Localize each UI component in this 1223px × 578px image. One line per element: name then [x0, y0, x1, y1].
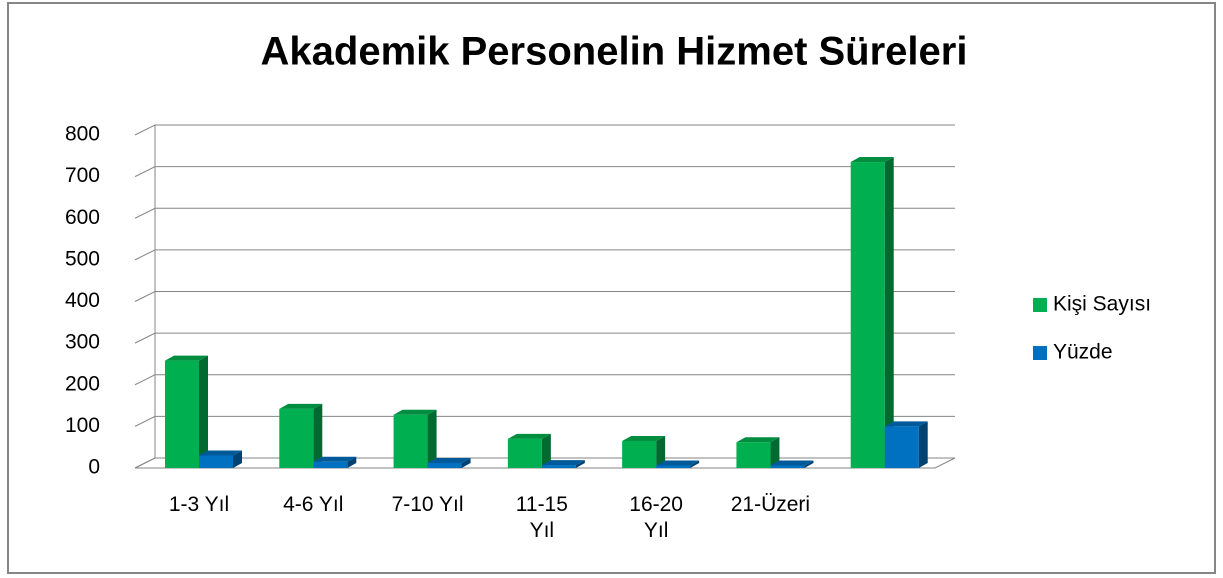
- chart-border: [7, 2, 1216, 574]
- bar: [770, 465, 805, 468]
- chart-title: Akademik Personelin Hizmet Süreleri: [261, 30, 968, 74]
- bar-side: [918, 421, 928, 468]
- y-tick-label: 200: [65, 372, 100, 395]
- bar-side: [199, 355, 208, 468]
- bar-top: [199, 450, 242, 456]
- grid-line: [134, 415, 955, 427]
- bar: [427, 463, 462, 468]
- bar-top: [313, 456, 357, 462]
- bar-side: [461, 458, 471, 468]
- bar-top: [770, 460, 814, 466]
- bar-side: [770, 437, 780, 468]
- bar: [393, 414, 428, 468]
- grid-line: [134, 291, 955, 302]
- bar-side: [233, 450, 242, 468]
- y-tick-label: 500: [65, 247, 100, 270]
- bar: [313, 461, 348, 468]
- x-tick-label: 7-10 Yıl: [391, 493, 464, 516]
- bar: [541, 465, 576, 468]
- bar-side: [690, 460, 700, 468]
- y-tick-label: 800: [65, 123, 100, 146]
- bar: [279, 408, 314, 468]
- grid-line: [134, 374, 955, 386]
- y-tick-label: 100: [65, 414, 100, 437]
- grid-line: [134, 166, 955, 178]
- bar-side: [313, 403, 323, 468]
- bar-top: [656, 460, 700, 466]
- grid-line: [134, 457, 955, 469]
- bar: [507, 438, 542, 468]
- y-tick-label: 300: [65, 331, 100, 354]
- bar-top: [507, 433, 551, 439]
- x-tick-label: 21-Üzeri: [730, 493, 811, 516]
- bar-top: [884, 421, 928, 427]
- bar-side: [884, 157, 894, 468]
- y-tick-label: 400: [65, 289, 100, 312]
- y-tick-label: 600: [65, 206, 100, 229]
- bar-side: [541, 433, 551, 468]
- bar-top: [427, 458, 471, 464]
- bar-top: [736, 437, 780, 443]
- legend-label: Yüzde: [1053, 341, 1113, 364]
- bar-side: [656, 435, 666, 468]
- legend-swatch: [1033, 346, 1047, 360]
- bar-side: [804, 460, 814, 468]
- bar: [656, 465, 691, 468]
- x-tick-label: 11-15 Yıl: [515, 493, 568, 542]
- grid-line: [134, 124, 955, 136]
- bar: [622, 440, 657, 468]
- bar-top: [850, 157, 894, 163]
- bar: [850, 162, 885, 468]
- bar-top: [541, 460, 585, 466]
- legend-swatch: [1033, 298, 1047, 312]
- legend-label: Kişi Sayısı: [1053, 293, 1151, 316]
- bar-top: [622, 435, 666, 441]
- grid-line: [134, 332, 955, 344]
- bar: [884, 426, 919, 468]
- x-tick-label: 4-6 Yıl: [283, 493, 344, 516]
- bar: [199, 455, 233, 468]
- bar-top: [279, 403, 323, 409]
- bar-side: [427, 409, 437, 468]
- bar-side: [347, 456, 357, 468]
- grid-line: [134, 207, 955, 219]
- bar: [165, 360, 199, 468]
- y-tick-label: 700: [65, 164, 100, 187]
- bar: [736, 442, 771, 468]
- bar-top: [165, 355, 208, 361]
- x-tick-label: 1-3 Yıl: [168, 493, 230, 516]
- x-tick-label: 16-20 Yıl: [629, 493, 683, 542]
- bar-side: [575, 460, 585, 468]
- bar-top: [393, 409, 437, 415]
- grid-line: [134, 249, 955, 261]
- y-tick-label: 0: [88, 456, 100, 479]
